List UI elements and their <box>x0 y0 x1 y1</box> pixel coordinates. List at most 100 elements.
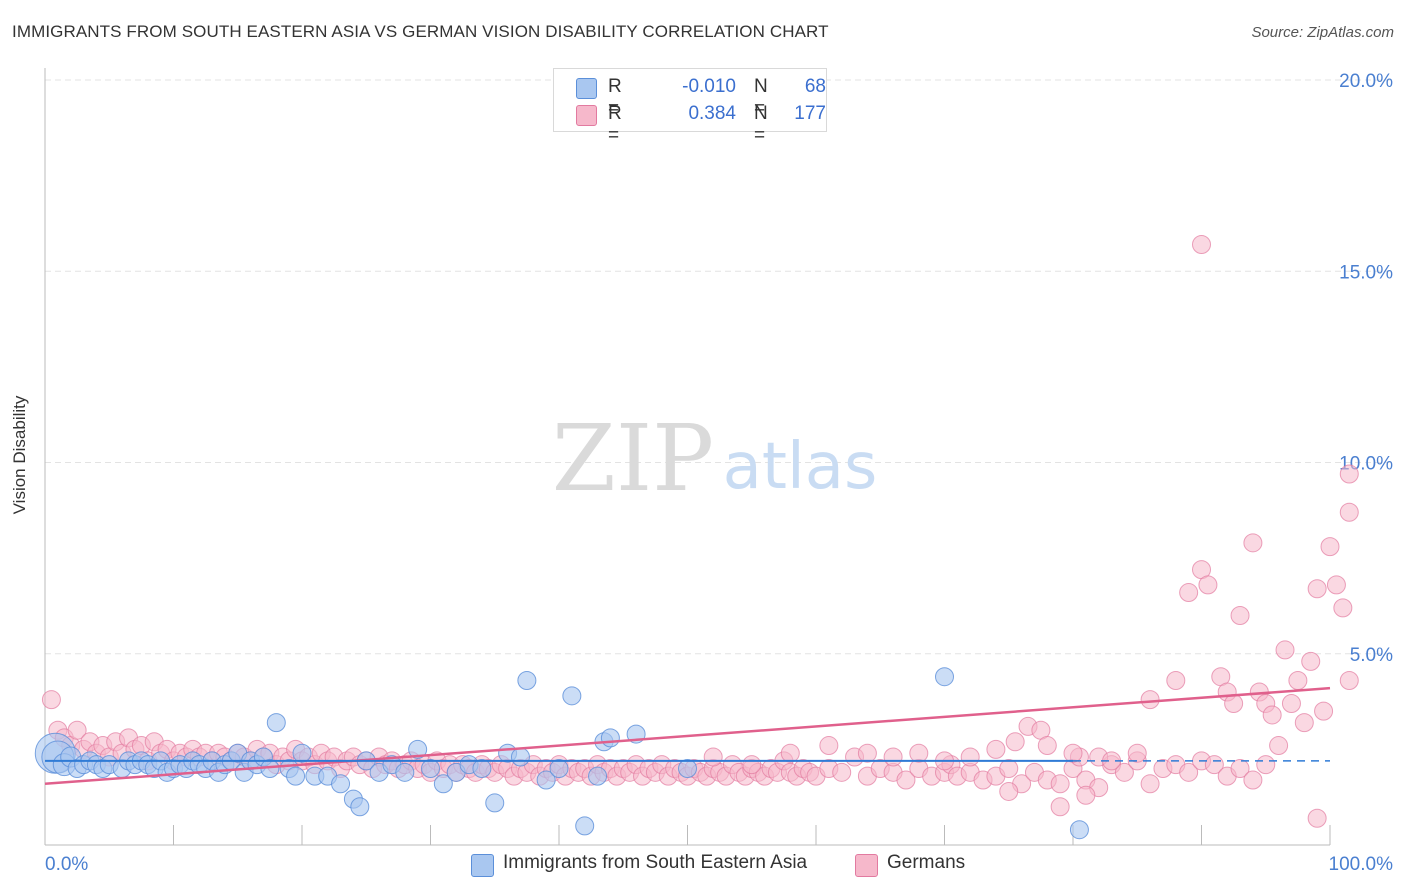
stats-r-value: 0.384 <box>688 103 736 124</box>
chart-title: IMMIGRANTS FROM SOUTH EASTERN ASIA VS GE… <box>12 22 829 41</box>
germans-point <box>1307 579 1327 599</box>
sea-point <box>472 759 492 778</box>
germans-point <box>1314 701 1334 721</box>
germans-point <box>1339 671 1359 691</box>
germans-point <box>1339 464 1359 484</box>
germans-points <box>41 234 1359 828</box>
axes <box>44 68 1331 846</box>
sea-point <box>678 759 697 778</box>
germans-point <box>1005 732 1025 752</box>
germans-point <box>909 743 929 763</box>
stats-n-value: 177 <box>794 103 826 124</box>
germans-point <box>999 759 1019 778</box>
sea-point <box>510 747 530 767</box>
germans-point <box>780 743 800 763</box>
sea-points <box>34 667 1089 840</box>
germans-point <box>986 739 1006 759</box>
sea-point <box>421 759 440 778</box>
sea-point <box>588 766 608 786</box>
germans-point <box>1063 743 1083 763</box>
germans-point <box>742 755 762 775</box>
germans-point <box>999 781 1019 801</box>
x-tick-label: 0.0% <box>45 854 88 875</box>
germans-point <box>1281 693 1301 713</box>
sea-point <box>350 797 370 817</box>
germans-point <box>1333 598 1353 618</box>
germans-point <box>1224 693 1244 713</box>
stats-n-label: N = <box>754 76 768 119</box>
grid-lines <box>45 79 1395 655</box>
germans-point <box>1301 651 1321 671</box>
x-tick-label: 100.0% <box>1329 854 1394 875</box>
germans-point <box>1127 743 1147 763</box>
germans-point <box>1230 759 1250 778</box>
germans-point <box>1140 774 1160 794</box>
stats-n-label: N = <box>754 103 768 146</box>
y-tick-label: 15.0% <box>1339 262 1393 283</box>
stats-r-label: R = <box>608 76 622 119</box>
germans-point <box>1307 808 1327 828</box>
germans-point <box>1179 583 1199 603</box>
stats-box: R = -0.010 N = 68 R = 0.384 N = 177 <box>553 68 827 146</box>
germans-trend-line <box>44 686 1331 786</box>
germans-point <box>1294 713 1314 733</box>
germans-point <box>1166 671 1186 691</box>
germans-point <box>1262 705 1282 725</box>
watermark-atlas: atlas <box>723 430 878 504</box>
trend-lines <box>44 686 1331 786</box>
germans-point <box>1050 774 1070 794</box>
germans-point <box>1256 755 1276 775</box>
germans-point <box>883 747 903 767</box>
germans-point <box>41 690 61 710</box>
sea-point <box>1069 820 1089 840</box>
watermark-zip: ZIP <box>552 405 714 512</box>
sea-point <box>485 793 505 813</box>
germans-point <box>832 762 852 782</box>
germans-point <box>1243 770 1263 790</box>
stats-r-value: -0.010 <box>682 76 736 97</box>
sea-point <box>935 667 954 687</box>
sea-point <box>292 743 312 763</box>
germans-point <box>1198 575 1218 595</box>
germans-point <box>819 736 839 756</box>
germans-point <box>960 747 980 767</box>
germans-point <box>67 720 87 740</box>
tick-labels: 5.0%10.0%15.0%20.0%0.0% 100.0% <box>45 71 1393 875</box>
sea-point <box>433 774 453 794</box>
y-tick-label: 5.0% <box>1350 645 1393 666</box>
sea-point <box>600 728 620 748</box>
germans-point <box>1050 797 1070 817</box>
stats-swatch-pink <box>576 105 597 126</box>
stats-r-label: R = <box>608 103 622 146</box>
sea-point <box>286 766 306 786</box>
germans-point <box>1076 785 1096 805</box>
germans-point <box>1275 640 1295 660</box>
sea-point <box>266 713 286 733</box>
chart-source: Source: ZipAtlas.com <box>1251 24 1394 41</box>
germans-point <box>1326 575 1346 595</box>
germans-point <box>1230 606 1250 625</box>
germans-point <box>1140 690 1160 710</box>
stats-n-value: 68 <box>804 76 826 97</box>
germans-point <box>1037 736 1057 756</box>
stats-swatch-blue <box>576 78 597 99</box>
germans-point <box>1269 736 1289 756</box>
germans-point <box>1339 502 1359 522</box>
watermark: ZIP atlas <box>552 405 877 512</box>
sea-point <box>331 774 351 794</box>
sea-point <box>575 816 595 836</box>
germans-point <box>857 743 877 763</box>
germans-point <box>1179 762 1199 782</box>
sea-point <box>395 762 415 782</box>
sea-point <box>536 770 556 790</box>
legend-label: Germans <box>887 852 966 873</box>
sea-point <box>549 759 569 778</box>
germans-point <box>1288 671 1308 691</box>
sea-point <box>408 739 428 759</box>
germans-point <box>1243 533 1263 553</box>
legend-swatch-pink <box>855 854 878 877</box>
germans-point <box>1320 537 1340 557</box>
germans-point <box>1192 234 1211 254</box>
legend-swatch-blue <box>471 854 494 877</box>
